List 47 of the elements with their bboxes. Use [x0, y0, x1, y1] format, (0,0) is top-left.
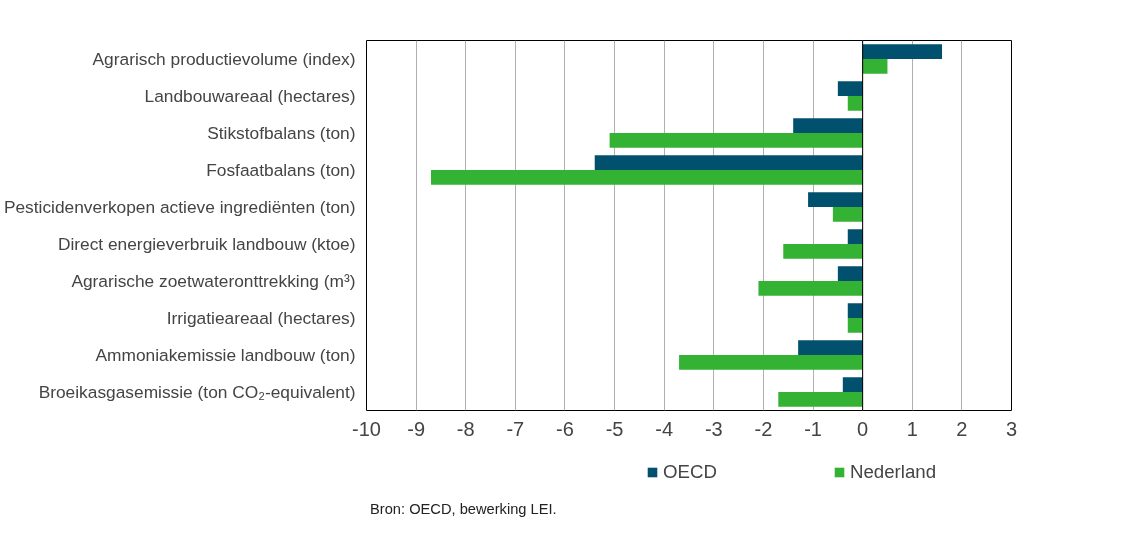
x-tick-label: 1 — [906, 417, 918, 440]
x-tick-label: -7 — [506, 417, 525, 440]
y-tick-label: Irrigatieareaal (hectares) — [166, 308, 356, 328]
bar — [594, 155, 863, 170]
legend-label: Nederland — [850, 461, 938, 483]
bar — [842, 377, 863, 392]
x-tick-label: -4 — [655, 417, 674, 440]
x-tick-label: -9 — [407, 417, 426, 440]
x-tick-label: -3 — [704, 417, 723, 440]
bar — [758, 281, 863, 296]
x-tick-label: -10 — [352, 417, 381, 440]
bar — [431, 170, 863, 185]
x-tick-label: -5 — [605, 417, 624, 440]
bar — [847, 303, 863, 318]
bar — [847, 96, 863, 111]
bar — [837, 81, 863, 96]
text: Bron: OECD, bewerking LEI. — [370, 500, 557, 517]
bar — [778, 392, 863, 407]
y-tick-label: Landbouwareaal (hectares) — [144, 86, 356, 106]
y-tick-label: Fosfaatbalans (ton) — [206, 160, 356, 180]
y-tick-label: Ammoniakemissie landbouw (ton) — [95, 345, 356, 365]
bar — [679, 355, 863, 370]
bar — [798, 340, 863, 355]
x-tick-label: -6 — [556, 417, 574, 440]
bar — [837, 266, 863, 281]
legend-label: OECD — [663, 461, 718, 483]
x-tick-label: 3 — [1005, 417, 1018, 440]
y-tick-label: Stikstofbalans (ton) — [207, 123, 356, 143]
x-tick-label: -8 — [456, 417, 475, 440]
y-tick-label: Broeikasgasemissie (ton CO₂-equivalent) — [38, 382, 356, 402]
y-tick-label: Pesticidenverkopen actieve ingrediënten (ton) — [3, 197, 356, 217]
bar — [862, 44, 943, 59]
bar — [847, 229, 863, 244]
bar — [793, 118, 863, 133]
y-tick-label: Agrarische zoetwateronttrekking (m³) — [71, 271, 356, 291]
bar — [808, 192, 863, 207]
x-tick-label: -2 — [754, 417, 773, 440]
y-tick-label: Direct energieverbruik landbouw (ktoe) — [57, 234, 356, 254]
y-tick-label: Agrarisch productievolume (index) — [92, 49, 356, 69]
bar — [862, 59, 888, 74]
bar — [609, 133, 863, 148]
x-tick-label: 2 — [956, 417, 968, 440]
bar — [783, 244, 863, 259]
x-tick-label: -1 — [804, 417, 822, 440]
bar — [832, 207, 863, 222]
x-tick-label: 0 — [857, 417, 869, 440]
bar — [847, 318, 863, 333]
